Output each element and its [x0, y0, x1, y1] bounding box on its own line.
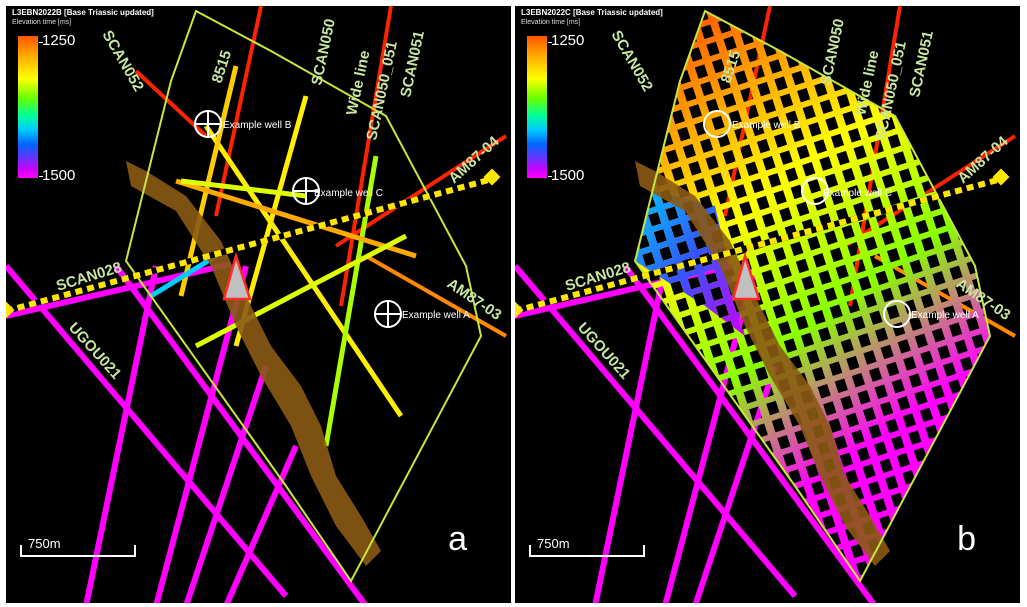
- line-magenta-west: [592, 265, 668, 603]
- well-a-symbol: [883, 300, 911, 328]
- marker-end-east: [483, 168, 501, 186]
- well-c-label: Example well C: [823, 188, 892, 199]
- well-b-label: Example well B: [223, 120, 292, 131]
- panel-label: a: [448, 520, 467, 558]
- well-b: Example well B: [194, 110, 292, 138]
- label-scan051: SCAN051: [397, 29, 428, 99]
- line-8515: [178, 65, 239, 297]
- well-c-label: Example well C: [314, 188, 383, 199]
- line-scan051-interior: [323, 155, 379, 447]
- line-am87-03: [365, 254, 507, 338]
- colorbar-tick: [548, 42, 552, 43]
- survey-outline: [124, 9, 483, 583]
- marker-line: [515, 175, 1006, 314]
- scale-bar-label: 750m: [537, 536, 570, 551]
- scale-bar: [20, 545, 136, 557]
- label-scan052: SCAN052: [99, 28, 147, 95]
- map-panel-a: L3EBN2022B [Base Triassic updated] Eleva…: [6, 6, 511, 603]
- well-a-label: Example well A: [911, 310, 979, 321]
- well-c-symbol: [801, 177, 829, 205]
- colorbar-top-label: 1250: [42, 32, 76, 49]
- line-cyan: [149, 253, 218, 299]
- seismic-lines-magenta: [6, 261, 368, 603]
- interpolated-grid: [635, 11, 990, 581]
- line-magenta-steep-3: [224, 444, 299, 603]
- line-ugou021: [515, 264, 798, 598]
- station-triangle: [222, 251, 252, 301]
- map-canvas: Example well B Example well C Example we…: [515, 6, 1017, 603]
- scale-bar: [529, 545, 645, 557]
- marker-end-east: [992, 168, 1010, 186]
- line-magenta-west: [83, 265, 159, 603]
- colorbar-bottom-label: 1500: [42, 167, 76, 184]
- well-b: Example well B: [703, 110, 801, 138]
- well-a-label: Example well A: [402, 310, 470, 321]
- label-scan050: SCAN050: [817, 17, 848, 87]
- line-magenta-steep-2: [183, 365, 269, 603]
- colorbar-bottom-label: 1500: [551, 167, 585, 184]
- marker-end-west: [515, 301, 524, 319]
- grid-fill: [635, 11, 990, 581]
- seismic-lines-interior: [149, 65, 417, 447]
- line-cross: [194, 233, 408, 349]
- line-scan051: [339, 6, 393, 307]
- scale-bar-label: 750m: [28, 536, 61, 551]
- label-scan052: SCAN052: [608, 28, 656, 95]
- map-subtitle: Elevation time [ms]: [12, 19, 72, 26]
- well-c: Example well C: [292, 177, 383, 205]
- map-subtitle: Elevation time [ms]: [521, 19, 581, 26]
- colorbar-tick: [39, 42, 43, 43]
- map-header: L3EBN2022C [Base Triassic updated] Eleva…: [521, 8, 663, 28]
- line-magenta-steep: [153, 265, 249, 603]
- label-scan051: SCAN051: [906, 29, 937, 99]
- panel-label: b: [957, 520, 976, 558]
- line-scan052: [203, 124, 404, 418]
- map-title: L3EBN2022C [Base Triassic updated]: [521, 8, 663, 17]
- line-ugou021: [6, 264, 289, 598]
- well-a: Example well A: [883, 300, 979, 328]
- well-c: Example well C: [801, 177, 892, 205]
- map-title: L3EBN2022B [Base Triassic updated]: [12, 8, 154, 17]
- marker-line: [6, 175, 497, 314]
- colorbar-tick: [548, 176, 552, 177]
- colorbar: [527, 36, 547, 178]
- line-arc-b: [175, 178, 417, 259]
- map-header: L3EBN2022B [Base Triassic updated] Eleva…: [12, 8, 154, 28]
- well-b-symbol: [703, 110, 731, 138]
- survey-outline: [633, 9, 992, 583]
- route-corridor: [126, 161, 381, 566]
- route-corridor: [635, 161, 890, 566]
- station-triangle: [731, 251, 761, 301]
- well-b-label: Example well B: [732, 120, 801, 131]
- line-short: [180, 178, 307, 199]
- map-panel-b: L3EBN2022C [Base Triassic updated] Eleva…: [515, 6, 1020, 603]
- well-a: Example well A: [374, 300, 470, 328]
- colorbar: [18, 36, 38, 178]
- map-canvas: Example well B Example well C Example we…: [6, 6, 508, 603]
- colorbar-tick: [39, 176, 43, 177]
- colorbar-top-label: 1250: [551, 32, 585, 49]
- label-scan050: SCAN050: [308, 17, 339, 87]
